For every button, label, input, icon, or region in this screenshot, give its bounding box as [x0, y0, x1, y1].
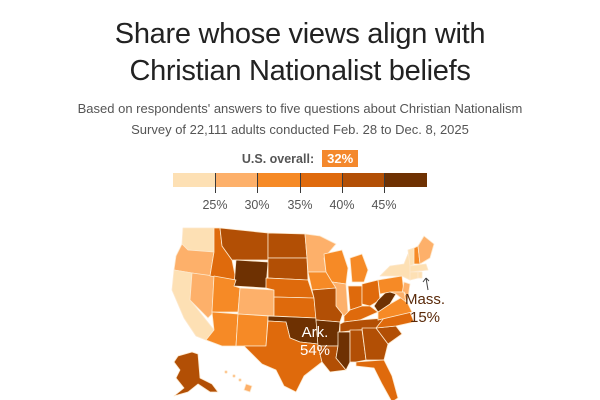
title-line-2: Christian Nationalist beliefs [129, 55, 471, 87]
legend-tick [215, 173, 216, 193]
state-CT[interactable] [409, 271, 419, 281]
legend-tick-label: 45% [371, 198, 397, 212]
chart-subtitle: Based on respondents' answers to five qu… [0, 98, 600, 140]
state-AK[interactable] [173, 351, 219, 397]
state-OH[interactable] [361, 279, 381, 307]
state-FL[interactable] [355, 359, 399, 400]
legend-tick-label: 35% [287, 198, 313, 212]
state-AL[interactable] [349, 329, 367, 363]
ark-label: Ark. [301, 324, 329, 341]
state-DE[interactable] [403, 291, 409, 303]
mass-label: Mass. [405, 291, 446, 308]
legend-swatch-5 [384, 173, 427, 187]
state-ME[interactable] [417, 235, 435, 265]
state-NM[interactable] [235, 313, 269, 347]
state-WY[interactable] [233, 259, 269, 289]
ark-value: 54% [300, 342, 331, 359]
ark-annotation: Ark. 54% [300, 324, 330, 360]
legend-tick-label: 30% [244, 198, 270, 212]
mass-annotation: Mass. 15% [405, 291, 445, 327]
legend-swatch-2 [257, 173, 300, 187]
state-HI-islet [232, 374, 236, 378]
mass-value: 15% [409, 309, 441, 326]
subtitle-line-2: Survey of 22,111 adults conducted Feb. 2… [131, 122, 469, 137]
legend-swatch-3 [299, 173, 343, 187]
us-overall: U.S. overall: 32% [0, 150, 600, 167]
legend-tick-label: 25% [202, 198, 228, 212]
legend-tick [300, 173, 301, 193]
color-legend [173, 173, 427, 187]
state-HI-islet [238, 378, 242, 382]
state-HI-islet [224, 370, 228, 374]
state-MI[interactable] [349, 253, 369, 283]
state-PA[interactable] [377, 275, 405, 295]
state-MA[interactable] [409, 263, 429, 273]
mass-arrow-icon [422, 277, 430, 291]
state-HI[interactable] [243, 383, 253, 393]
legend-swatch-1 [215, 173, 258, 187]
state-TX[interactable] [243, 320, 323, 393]
state-UT[interactable] [211, 275, 241, 313]
legend-swatch-0 [173, 173, 216, 187]
legend-tick [384, 173, 385, 193]
state-SD[interactable] [267, 257, 309, 281]
legend-swatch-4 [342, 173, 385, 187]
subtitle-line-1: Based on respondents' answers to five qu… [77, 101, 523, 116]
chart-title: Share whose views align with Christian N… [0, 16, 600, 90]
us-overall-label: U.S. overall: [241, 151, 315, 166]
legend-tick [257, 173, 258, 193]
us-overall-badge: 32% [322, 150, 359, 167]
state-CO[interactable] [237, 287, 275, 317]
state-RI[interactable] [417, 271, 423, 279]
state-ND[interactable] [267, 232, 308, 259]
legend-tick-label: 40% [329, 198, 355, 212]
title-line-1: Share whose views align with [114, 18, 486, 50]
legend-tick [342, 173, 343, 193]
state-KS[interactable] [273, 296, 317, 319]
